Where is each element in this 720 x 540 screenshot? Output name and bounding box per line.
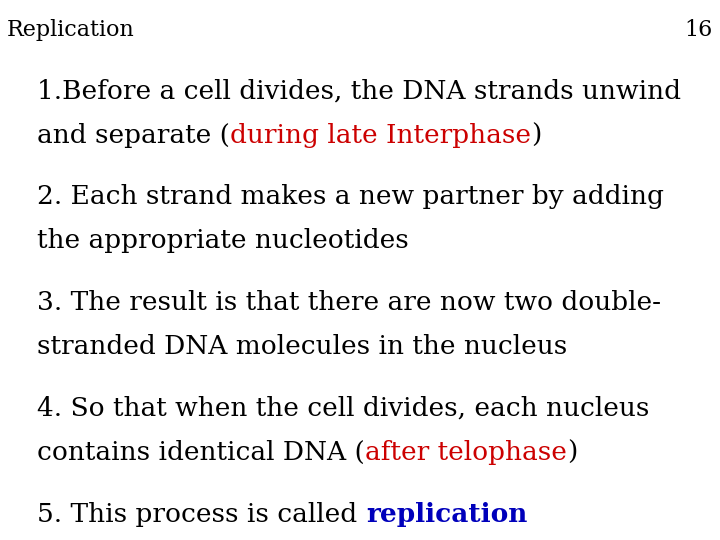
Text: 2. Each strand makes a new partner by adding: 2. Each strand makes a new partner by ad…: [37, 184, 665, 209]
Text: 4. So that when the cell divides, each nucleus: 4. So that when the cell divides, each n…: [37, 396, 650, 421]
Text: 5. This process is called: 5. This process is called: [37, 502, 366, 526]
Text: Replication: Replication: [7, 19, 135, 41]
Text: stranded DNA molecules in the nucleus: stranded DNA molecules in the nucleus: [37, 334, 567, 359]
Text: the appropriate nucleotides: the appropriate nucleotides: [37, 228, 409, 253]
Text: and separate (: and separate (: [37, 123, 230, 147]
Text: during late Interphase: during late Interphase: [230, 123, 531, 147]
Text: replication: replication: [366, 502, 527, 526]
Text: after telophase: after telophase: [365, 440, 567, 465]
Text: 3. The result is that there are now two double-: 3. The result is that there are now two …: [37, 290, 662, 315]
Text: ): ): [567, 440, 577, 465]
Text: contains identical DNA (: contains identical DNA (: [37, 440, 365, 465]
Text: 1.Before a cell divides, the DNA strands unwind: 1.Before a cell divides, the DNA strands…: [37, 78, 681, 103]
Text: ): ): [531, 123, 542, 147]
Text: 16: 16: [685, 19, 713, 41]
